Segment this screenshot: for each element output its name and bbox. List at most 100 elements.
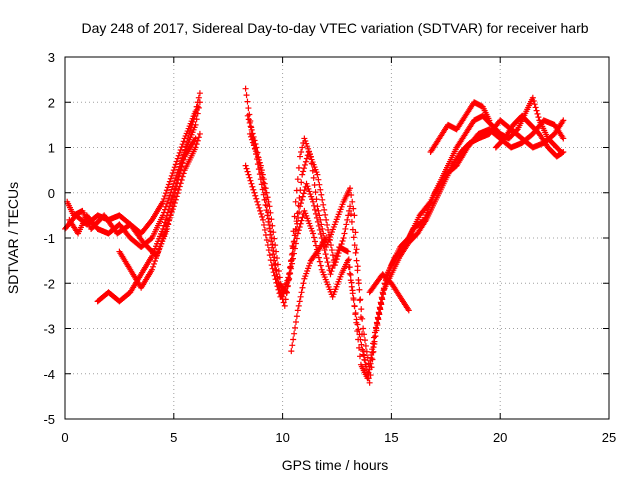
data-point bbox=[163, 223, 170, 230]
data-point bbox=[301, 161, 308, 168]
data-point bbox=[378, 301, 385, 308]
x-tick-label: 5 bbox=[170, 430, 177, 445]
data-point bbox=[251, 145, 258, 152]
data-point bbox=[179, 173, 186, 180]
data-point bbox=[160, 222, 167, 229]
data-point bbox=[338, 241, 345, 248]
data-point bbox=[303, 155, 310, 162]
data-point bbox=[299, 193, 306, 200]
data-point bbox=[170, 167, 177, 174]
data-point bbox=[296, 224, 303, 231]
data-track bbox=[288, 235, 330, 355]
data-point bbox=[192, 144, 199, 151]
data-point bbox=[347, 203, 354, 210]
y-axis-title: SDTVAR / TECUs bbox=[5, 182, 21, 294]
data-point bbox=[311, 234, 318, 241]
data-point bbox=[194, 137, 201, 144]
y-tick-label: -2 bbox=[43, 276, 55, 291]
data-point bbox=[253, 195, 260, 202]
data-point bbox=[294, 210, 301, 217]
data-point bbox=[264, 242, 271, 249]
data-point bbox=[347, 271, 354, 278]
y-tick-label: -1 bbox=[43, 231, 55, 246]
data-point bbox=[152, 255, 159, 262]
data-point bbox=[291, 245, 298, 252]
data-point bbox=[276, 274, 283, 281]
x-tick-label: 0 bbox=[61, 430, 68, 445]
data-point bbox=[261, 226, 268, 233]
data-point bbox=[268, 262, 275, 269]
data-point bbox=[289, 260, 296, 267]
data-point bbox=[358, 306, 365, 313]
data-point bbox=[243, 92, 250, 99]
data-point bbox=[162, 226, 169, 233]
data-point bbox=[344, 216, 351, 223]
data-point bbox=[244, 168, 251, 175]
data-point bbox=[274, 261, 281, 268]
data-point bbox=[266, 252, 273, 259]
data-point bbox=[382, 281, 389, 288]
data-point bbox=[319, 196, 326, 203]
data-point bbox=[534, 110, 541, 117]
data-point bbox=[298, 217, 305, 224]
data-point bbox=[244, 98, 251, 105]
x-tick-label: 25 bbox=[602, 430, 616, 445]
data-point bbox=[316, 181, 323, 188]
data-point bbox=[366, 366, 373, 373]
data-point bbox=[193, 141, 200, 148]
data-point bbox=[196, 130, 203, 137]
data-point bbox=[356, 286, 363, 293]
data-point bbox=[173, 158, 180, 165]
data-point bbox=[294, 176, 301, 183]
data-point bbox=[253, 151, 260, 158]
data-point bbox=[254, 153, 261, 160]
data-point bbox=[351, 303, 358, 310]
data-point bbox=[260, 176, 267, 183]
data-point bbox=[347, 211, 354, 218]
data-point bbox=[252, 148, 259, 155]
data-point bbox=[267, 257, 274, 264]
data-point bbox=[311, 202, 318, 209]
data-point bbox=[269, 244, 276, 251]
data-point bbox=[355, 277, 362, 284]
data-point bbox=[298, 179, 305, 186]
data-track bbox=[427, 99, 493, 156]
data-point bbox=[195, 134, 202, 141]
data-point bbox=[242, 85, 249, 92]
data-point bbox=[258, 210, 265, 217]
data-point bbox=[262, 185, 269, 192]
data-point bbox=[332, 259, 339, 266]
data-point bbox=[529, 94, 536, 101]
data-track bbox=[246, 117, 567, 373]
data-point bbox=[368, 355, 375, 362]
data-point bbox=[309, 167, 316, 174]
data-point bbox=[323, 255, 330, 262]
data-point bbox=[273, 248, 280, 255]
data-point bbox=[362, 361, 369, 368]
data-point bbox=[340, 235, 347, 241]
data-point bbox=[345, 256, 352, 263]
data-point bbox=[314, 171, 321, 178]
data-point bbox=[246, 119, 253, 126]
data-point bbox=[300, 190, 307, 197]
data-point bbox=[180, 138, 187, 145]
data-point bbox=[310, 174, 317, 181]
data-point bbox=[262, 231, 269, 238]
data-point bbox=[251, 189, 258, 196]
data-point bbox=[154, 249, 161, 256]
data-point bbox=[315, 254, 322, 261]
data-point bbox=[161, 219, 168, 226]
data-point bbox=[173, 193, 180, 200]
data-point bbox=[315, 222, 322, 229]
data-point bbox=[532, 104, 539, 111]
data-track bbox=[116, 130, 203, 291]
data-point bbox=[264, 194, 271, 201]
x-tick-label: 20 bbox=[493, 430, 507, 445]
data-point bbox=[184, 139, 191, 146]
data-point bbox=[250, 186, 257, 193]
data-point bbox=[310, 230, 317, 237]
data-point bbox=[358, 341, 365, 348]
data-point bbox=[354, 267, 361, 274]
data-point bbox=[273, 279, 280, 286]
